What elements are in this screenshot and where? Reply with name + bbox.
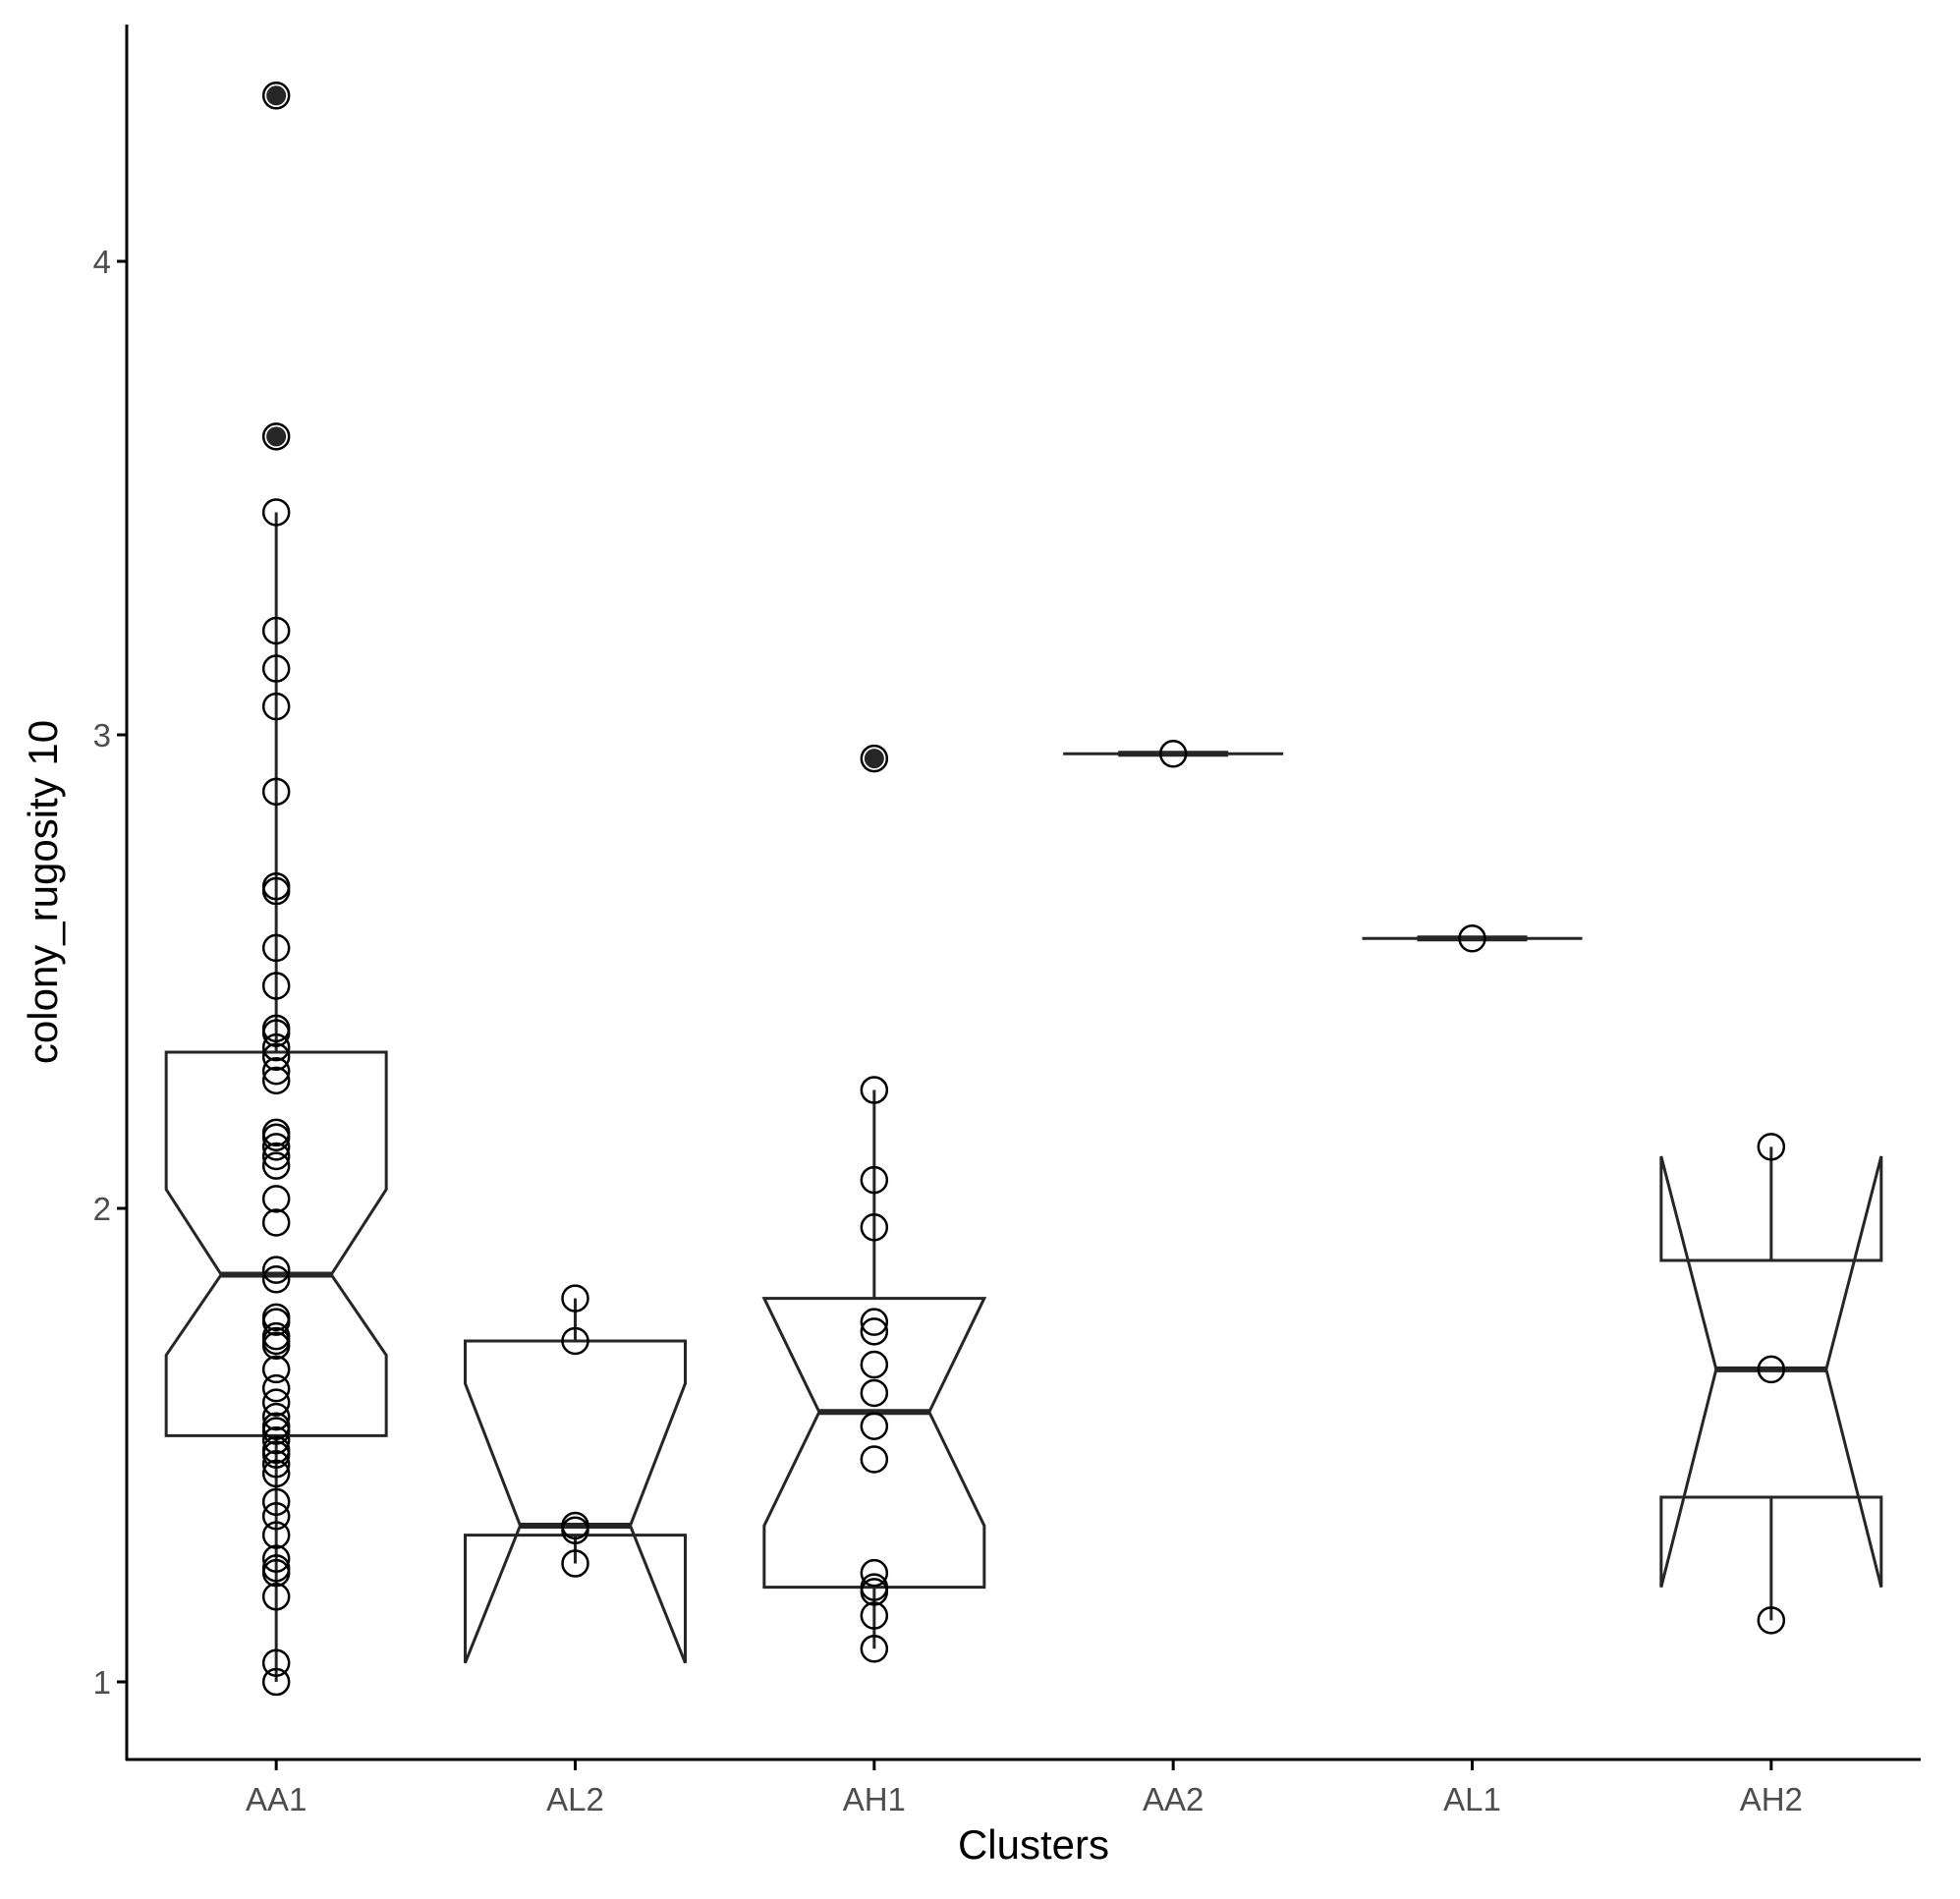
data-point: [860, 1076, 889, 1104]
data-point: [261, 1450, 291, 1479]
y-axis-title: colony_rugosity 10: [20, 720, 66, 1064]
data-point: [261, 1123, 291, 1151]
data-point: [261, 1331, 291, 1361]
box-AH1: [761, 749, 987, 1649]
y-tick-label: 2: [93, 1191, 111, 1227]
data-point: [261, 654, 291, 683]
box-outline: [1659, 1155, 1883, 1588]
data-point: [261, 1133, 291, 1161]
box-outline: [164, 1050, 388, 1437]
x-tick-label: AL2: [546, 1781, 604, 1817]
x-axis-title: Clusters: [958, 1821, 1109, 1868]
x-tick-label: AA2: [1143, 1781, 1204, 1817]
data-point: [261, 1487, 291, 1517]
data-point: [261, 82, 291, 110]
data-point: [261, 1033, 291, 1062]
x-ticks: AA1 AL2 AH1 AA2 AL1 AH2: [246, 1760, 1803, 1817]
data-point: [1757, 1133, 1786, 1161]
data-point: [261, 933, 291, 963]
x-tick-label: AH1: [843, 1781, 906, 1817]
data-point: [261, 1142, 291, 1171]
data-point: [261, 1521, 291, 1549]
x-tick-label: AA1: [246, 1781, 307, 1817]
data-point: [860, 1601, 889, 1630]
y-tick-label: 1: [93, 1664, 111, 1701]
data-point: [261, 1151, 291, 1180]
data-point: [860, 1635, 889, 1663]
data-point: [261, 422, 291, 451]
data-point: [860, 1578, 889, 1606]
data-point: [261, 1425, 291, 1455]
data-point: [860, 1558, 889, 1588]
y-tick-label: 4: [93, 244, 111, 280]
data-point: [561, 1516, 589, 1545]
y-ticks: 1 2 3 4: [93, 244, 127, 1701]
data-point: [1757, 1606, 1786, 1635]
data-point: [261, 1667, 291, 1697]
data-point: [261, 1042, 291, 1072]
data-point: [860, 744, 889, 773]
data-point: [1757, 1355, 1786, 1384]
data-point: [261, 498, 291, 527]
data-point: [261, 1417, 291, 1445]
data-point: [261, 1256, 291, 1284]
data-point: [261, 1459, 291, 1488]
data-points: [261, 82, 1786, 1697]
data-point: [261, 1402, 291, 1431]
data-point: [561, 1326, 589, 1356]
box-outline: [761, 1297, 987, 1590]
data-point: [860, 1213, 889, 1242]
data-point: [860, 1445, 889, 1474]
data-point: [261, 1373, 291, 1403]
data-point: [261, 1265, 291, 1294]
data-point: [261, 1066, 291, 1095]
x-tick-label: AH2: [1740, 1781, 1803, 1817]
data-point: [860, 1412, 889, 1440]
box-outline: [464, 1339, 687, 1664]
data-point: [261, 1308, 291, 1336]
box-AL2: [464, 1298, 687, 1664]
data-point: [261, 1355, 291, 1384]
data-point: [261, 1019, 291, 1047]
data-point: [261, 972, 291, 1000]
axes: [125, 25, 1921, 1761]
data-point: [261, 1582, 291, 1611]
data-point: [261, 1056, 291, 1086]
data-point: [860, 1378, 889, 1408]
data-point: [261, 1648, 291, 1677]
data-point: [860, 1308, 889, 1336]
data-point: [261, 1185, 291, 1213]
boxes: [164, 85, 1883, 1682]
data-point: [261, 777, 291, 807]
data-point: [261, 1440, 291, 1469]
data-point: [561, 1549, 589, 1578]
outlier-point: [864, 749, 884, 769]
data-point: [860, 1165, 889, 1195]
data-point: [1158, 740, 1188, 768]
data-point: [261, 1502, 291, 1531]
data-point: [261, 876, 291, 906]
data-point: [261, 616, 291, 645]
data-point: [261, 1544, 291, 1573]
data-point: [1458, 924, 1486, 953]
outlier-point: [266, 85, 287, 106]
outlier-point: [266, 426, 287, 447]
y-tick-label: 3: [93, 717, 111, 754]
data-point: [860, 1350, 889, 1379]
x-tick-label: AL1: [1443, 1781, 1501, 1817]
data-point: [261, 692, 291, 721]
data-point: [860, 1317, 889, 1346]
data-point: [261, 1208, 291, 1237]
box-AH2: [1659, 1146, 1883, 1621]
data-point: [561, 1284, 589, 1313]
data-point: [261, 1558, 291, 1588]
data-point: [261, 1388, 291, 1417]
